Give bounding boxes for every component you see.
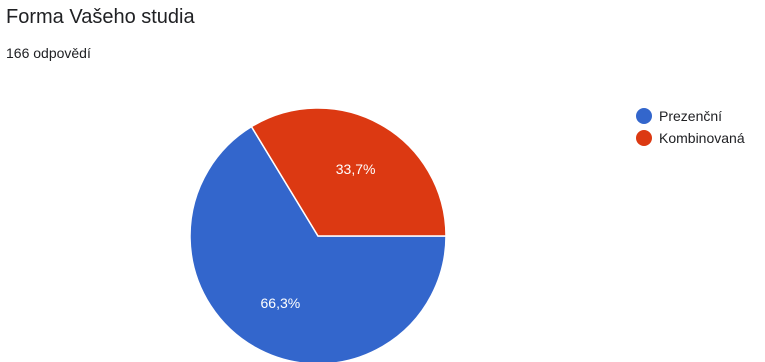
legend-swatch-prezencni bbox=[636, 108, 652, 124]
response-count: 166 odpovědí bbox=[6, 45, 91, 61]
slice-label-kombinovana: 33,7% bbox=[336, 161, 376, 177]
legend-label-prezencni: Prezenční bbox=[659, 108, 723, 124]
slice-label-prezencni: 66,3% bbox=[261, 295, 301, 311]
legend-item-kombinovana[interactable]: Kombinovaná bbox=[636, 127, 745, 149]
pie-slice-prezencni[interactable] bbox=[189, 125, 447, 362]
pie-slice-kombinovana[interactable] bbox=[250, 107, 447, 237]
chart-title: Forma Vašeho studia bbox=[6, 6, 195, 28]
legend-label-kombinovana: Kombinovaná bbox=[659, 130, 745, 146]
chart-legend: Prezenční Kombinovaná bbox=[636, 105, 745, 149]
legend-swatch-kombinovana bbox=[636, 130, 652, 146]
legend-item-prezencni[interactable]: Prezenční bbox=[636, 105, 745, 127]
